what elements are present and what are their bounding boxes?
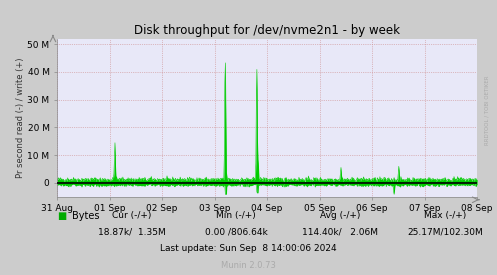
Text: Max (-/+): Max (-/+) xyxy=(423,211,466,220)
Y-axis label: Pr second read (-) / write (+): Pr second read (-) / write (+) xyxy=(15,57,25,178)
Text: 25.17M/102.30M: 25.17M/102.30M xyxy=(407,228,483,237)
Text: 114.40k/   2.06M: 114.40k/ 2.06M xyxy=(303,228,378,237)
Text: ■: ■ xyxy=(57,211,67,221)
Text: 0.00 /806.64k: 0.00 /806.64k xyxy=(205,228,267,237)
Text: Min (-/+): Min (-/+) xyxy=(216,211,256,220)
Text: Bytes: Bytes xyxy=(72,211,99,221)
Text: Avg (-/+): Avg (-/+) xyxy=(320,211,361,220)
Text: Munin 2.0.73: Munin 2.0.73 xyxy=(221,261,276,270)
Text: 18.87k/  1.35M: 18.87k/ 1.35M xyxy=(98,228,166,237)
Text: RRDTOOL / TOBI OETIKER: RRDTOOL / TOBI OETIKER xyxy=(485,75,490,145)
Text: Last update: Sun Sep  8 14:00:06 2024: Last update: Sun Sep 8 14:00:06 2024 xyxy=(160,244,337,253)
Title: Disk throughput for /dev/nvme2n1 - by week: Disk throughput for /dev/nvme2n1 - by we… xyxy=(134,24,400,37)
Text: Cur (-/+): Cur (-/+) xyxy=(112,211,152,220)
